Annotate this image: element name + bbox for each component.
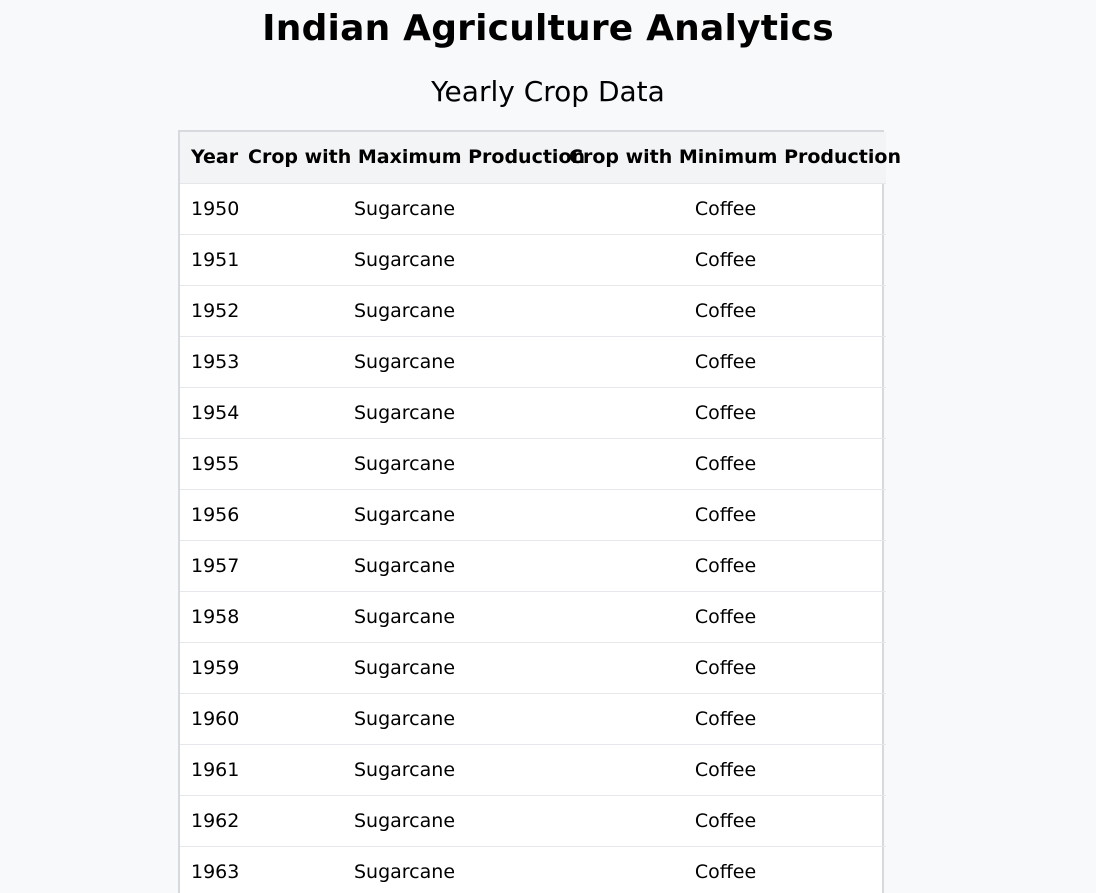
cell-max-crop: Sugarcane <box>353 707 456 730</box>
column-header-year: Year <box>180 132 244 184</box>
cell-min-crop: Coffee <box>694 758 757 781</box>
crop-table-container: Year Crop with Maximum Production Crop w… <box>178 130 901 893</box>
cell-max-crop: Sugarcane <box>353 248 456 271</box>
table-row: 1951 Sugarcane Coffee <box>180 234 886 285</box>
cell-min-crop: Coffee <box>694 656 757 679</box>
cell-min-crop: Coffee <box>694 299 757 322</box>
cell-year: 1959 <box>191 656 240 679</box>
cell-max-crop: Sugarcane <box>353 503 456 526</box>
cell-year: 1954 <box>191 401 240 424</box>
cell-min-crop: Coffee <box>694 350 757 373</box>
cell-year: 1950 <box>191 197 240 220</box>
cell-min-crop: Coffee <box>694 248 757 271</box>
cell-max-crop: Sugarcane <box>353 401 456 424</box>
cell-min-crop: Coffee <box>694 197 757 220</box>
cell-year: 1955 <box>191 452 240 475</box>
cell-max-crop: Sugarcane <box>353 605 456 628</box>
cell-year: 1957 <box>191 554 240 577</box>
table-row: 1961 Sugarcane Coffee <box>180 744 886 795</box>
cell-year: 1962 <box>191 809 240 832</box>
column-header-min-crop: Crop with Minimum Production <box>565 132 901 184</box>
table-row: 1953 Sugarcane Coffee <box>180 336 886 387</box>
cell-year: 1956 <box>191 503 240 526</box>
table-row: 1959 Sugarcane Coffee <box>180 642 886 693</box>
table-row: 1952 Sugarcane Coffee <box>180 285 886 336</box>
cell-max-crop: Sugarcane <box>353 554 456 577</box>
cell-min-crop: Coffee <box>694 503 757 526</box>
table-body: 1950 Sugarcane Coffee 1951 Sugarcane Coffee 19… <box>180 183 886 893</box>
cell-year: 1958 <box>191 605 240 628</box>
table-row: 1955 Sugarcane Coffee <box>180 438 886 489</box>
cell-max-crop: Sugarcane <box>353 656 456 679</box>
cell-min-crop: Coffee <box>694 452 757 475</box>
table-header: Year Crop with Maximum Production Crop w… <box>180 132 901 184</box>
table-row: 1962 Sugarcane Coffee <box>180 795 886 846</box>
cell-min-crop: Coffee <box>694 401 757 424</box>
cell-min-crop: Coffee <box>694 860 757 883</box>
cell-year: 1961 <box>191 758 240 781</box>
cell-max-crop: Sugarcane <box>353 860 456 883</box>
crop-table: Year Crop with Maximum Production Crop w… <box>180 132 901 893</box>
cell-year: 1963 <box>191 860 240 883</box>
table-row: 1958 Sugarcane Coffee <box>180 591 886 642</box>
cell-min-crop: Coffee <box>694 554 757 577</box>
cell-min-crop: Coffee <box>694 605 757 628</box>
cell-year: 1953 <box>191 350 240 373</box>
cell-max-crop: Sugarcane <box>353 758 456 781</box>
cell-max-crop: Sugarcane <box>353 452 456 475</box>
table-header-row: Year Crop with Maximum Production Crop w… <box>180 132 901 184</box>
table-row: 1960 Sugarcane Coffee <box>180 693 886 744</box>
section-title: Yearly Crop Data <box>431 75 665 108</box>
cell-max-crop: Sugarcane <box>353 809 456 832</box>
column-header-max-crop: Crop with Maximum Production <box>244 132 585 184</box>
table-row: 1963 Sugarcane Coffee <box>180 846 886 893</box>
table-row: 1956 Sugarcane Coffee <box>180 489 886 540</box>
page-title: Indian Agriculture Analytics <box>262 8 834 49</box>
cell-max-crop: Sugarcane <box>353 350 456 373</box>
cell-max-crop: Sugarcane <box>353 197 456 220</box>
cell-max-crop: Sugarcane <box>353 299 456 322</box>
cell-min-crop: Coffee <box>694 809 757 832</box>
cell-year: 1951 <box>191 248 240 271</box>
cell-year: 1952 <box>191 299 240 322</box>
table-row: 1954 Sugarcane Coffee <box>180 387 886 438</box>
table-row: 1950 Sugarcane Coffee <box>180 183 886 234</box>
cell-year: 1960 <box>191 707 240 730</box>
cell-min-crop: Coffee <box>694 707 757 730</box>
table-row: 1957 Sugarcane Coffee <box>180 540 886 591</box>
